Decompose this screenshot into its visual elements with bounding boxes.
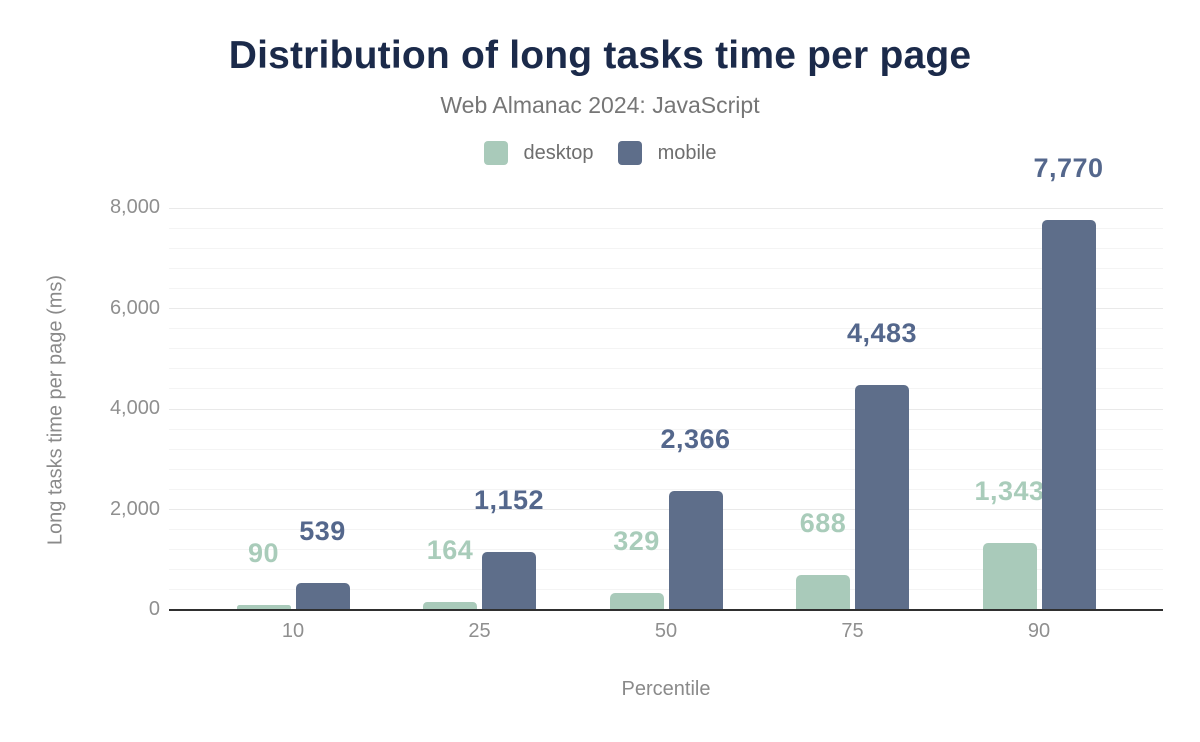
legend-item-desktop: desktop <box>483 141 594 165</box>
gridline-minor <box>169 488 1163 490</box>
legend-swatch-desktop <box>483 141 508 165</box>
gridline-minor <box>169 247 1163 249</box>
value-label-desktop: 90 <box>247 538 280 569</box>
legend-swatch-mobile <box>617 141 642 165</box>
bar-desktop-p90 <box>982 542 1037 610</box>
gridline-minor <box>169 468 1163 470</box>
gridline-minor <box>169 589 1163 591</box>
x-axis-title: Percentile <box>621 678 711 700</box>
y-tick-label: 0 <box>148 598 160 620</box>
gridline-minor <box>169 348 1163 350</box>
gridline-minor <box>169 549 1163 551</box>
value-label-mobile: 2,366 <box>660 424 731 455</box>
value-label-mobile: 7,770 <box>1033 152 1104 183</box>
x-tick-label: 50 <box>654 620 678 642</box>
bar-mobile-p90 <box>1041 219 1096 610</box>
legend-label-desktop: desktop <box>523 141 594 164</box>
bar-mobile-p25 <box>482 552 536 610</box>
value-label-mobile: 539 <box>299 515 346 546</box>
value-label-desktop: 1,343 <box>974 475 1045 506</box>
x-axis-line <box>169 609 1163 611</box>
gridline-minor <box>169 368 1163 370</box>
value-label-desktop: 164 <box>426 534 474 565</box>
gridline-major <box>169 308 1163 309</box>
bar-desktop-p50 <box>609 593 664 610</box>
legend-label-mobile: mobile <box>657 141 717 164</box>
gridline-minor <box>169 428 1163 430</box>
value-label-mobile: 4,483 <box>846 317 918 348</box>
x-tick-label: 75 <box>841 620 864 642</box>
bar-desktop-p75 <box>796 575 850 610</box>
bar-mobile-p50 <box>668 491 723 610</box>
x-tick-label: 25 <box>468 620 491 642</box>
bar-mobile-p10 <box>295 582 350 610</box>
y-tick-label: 2,000 <box>109 497 160 520</box>
legend-item-mobile: mobile <box>617 141 717 165</box>
gridline-minor <box>169 569 1163 571</box>
gridline-minor <box>169 328 1163 330</box>
bar-desktop-p25 <box>423 601 477 610</box>
chart-subtitle: Web Almanac 2024: JavaScript <box>440 92 760 118</box>
bar-desktop-p10 <box>236 605 291 610</box>
x-tick-label: 10 <box>281 620 305 642</box>
value-label-mobile: 1,152 <box>473 485 545 516</box>
gridline-minor <box>169 287 1163 289</box>
chart-title: Distribution of long tasks time per page <box>228 34 972 77</box>
y-tick-label: 4,000 <box>109 397 160 419</box>
gridline-minor <box>169 227 1163 229</box>
value-label-desktop: 688 <box>799 508 847 539</box>
bar-mobile-p75 <box>855 384 909 610</box>
plot-area: 10 25 50 75 90 90 164 329 688 1,343 539 1,152 2,366 4… <box>169 154 1163 642</box>
gridline-major <box>169 408 1163 410</box>
value-label-desktop: 329 <box>613 526 660 557</box>
gridline-minor <box>169 267 1163 269</box>
y-tick-label: 8,000 <box>109 196 160 218</box>
gridline-major <box>169 509 1163 510</box>
gridline-minor <box>169 388 1163 390</box>
gridline-major <box>169 207 1163 209</box>
legend: desktop mobile <box>0 141 1200 165</box>
x-tick-label: 90 <box>1027 620 1051 642</box>
gridline-minor <box>169 448 1163 450</box>
gridline-minor <box>169 529 1163 531</box>
y-tick-label: 6,000 <box>109 296 160 319</box>
